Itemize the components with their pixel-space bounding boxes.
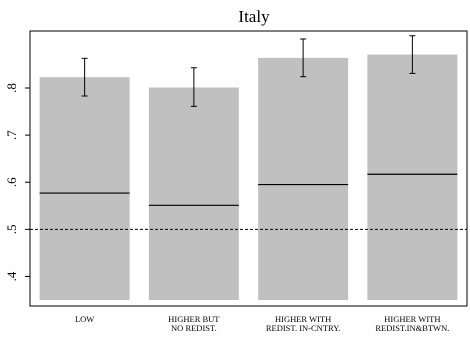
x-tick-label: HIGHER WITH (275, 314, 331, 324)
y-tick-label: .5 (4, 224, 19, 234)
y-tick-label: .8 (4, 83, 19, 93)
x-tick-label: REDIST. IN-CNTRY. (266, 323, 341, 333)
y-tick-label: .4 (4, 271, 19, 281)
bars (30, 35, 467, 300)
y-tick-label: .6 (4, 177, 19, 187)
bar (148, 87, 239, 300)
x-tick-label: REDIST.IN&BTWN. (375, 323, 449, 333)
bar (258, 57, 349, 300)
x-tick-label: HIGHER BUT (168, 314, 220, 324)
bar (39, 77, 130, 300)
x-tick-label: HIGHER WITH (384, 314, 440, 324)
chart-title: Italy (238, 7, 270, 26)
y-axis: .4 .5 .6 .7 .8 (4, 83, 30, 281)
y-tick-label: .7 (4, 130, 19, 140)
x-tick-label: NO REDIST. (171, 323, 217, 333)
bar (367, 54, 458, 300)
x-tick-label: LOW (75, 314, 94, 324)
plot-frame (29, 30, 468, 307)
